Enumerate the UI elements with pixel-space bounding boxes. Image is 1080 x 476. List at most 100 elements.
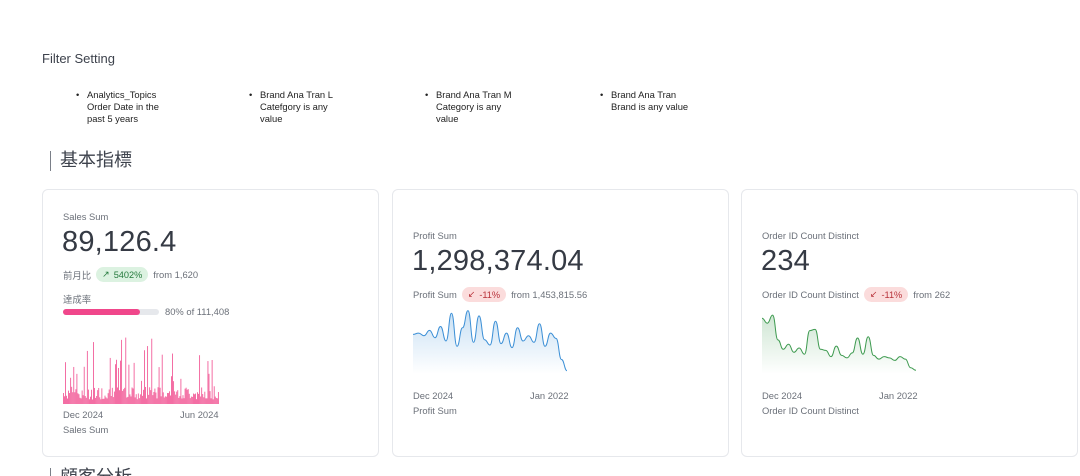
sales-bar bbox=[139, 394, 141, 404]
sales-bar bbox=[187, 389, 189, 404]
sales-bar bbox=[216, 398, 218, 404]
sales-bar bbox=[85, 397, 87, 404]
sales-bar bbox=[160, 396, 162, 404]
filter-text: Analytics_Topics Order Date in the past … bbox=[87, 89, 159, 124]
order-count-card[interactable]: Order ID Count Distinct 234 Order ID Cou… bbox=[741, 189, 1078, 457]
sales-bar bbox=[156, 398, 158, 404]
sales-bar bbox=[115, 364, 116, 404]
sales-bar bbox=[142, 395, 143, 404]
kpi-label: Profit Sum bbox=[413, 230, 457, 241]
sales-bar bbox=[176, 391, 178, 404]
sales-bar bbox=[117, 387, 118, 404]
sales-bar bbox=[194, 394, 195, 404]
sales-bar bbox=[110, 395, 112, 404]
sales-bar bbox=[145, 386, 146, 404]
change-value: -11% bbox=[881, 289, 903, 300]
sales-bar bbox=[90, 396, 91, 404]
sales-bar bbox=[207, 361, 209, 404]
change-badge: ↗ 5402% bbox=[96, 267, 149, 282]
sales-bar bbox=[159, 387, 161, 404]
sales-bar bbox=[164, 396, 166, 404]
sales-bar bbox=[77, 393, 79, 404]
sales-bar bbox=[193, 393, 194, 404]
sales-bar bbox=[118, 367, 119, 404]
sales-bar bbox=[94, 387, 95, 404]
kpi-value: 1,298,374.04 bbox=[412, 245, 584, 277]
filter-item: • Analytics_Topics Order Date in the pas… bbox=[76, 89, 186, 125]
sales-bar bbox=[72, 392, 74, 404]
sales-bar bbox=[105, 397, 107, 404]
arrow-up-right-icon: ↗ bbox=[102, 269, 110, 279]
sales-bar bbox=[112, 397, 114, 404]
sales-bar bbox=[204, 391, 206, 404]
sales-bar bbox=[93, 342, 94, 404]
comparison-from: from 262 bbox=[913, 289, 951, 300]
comparison-prefix: Profit Sum bbox=[413, 289, 457, 300]
section-title-customer-analysis: 顧客分析 bbox=[50, 468, 132, 476]
sales-bar bbox=[66, 395, 67, 404]
sales-bar bbox=[122, 390, 124, 404]
sales-bar bbox=[104, 395, 106, 404]
sales-bar bbox=[169, 391, 170, 404]
sales-bar bbox=[198, 393, 199, 404]
filter-text: Brand Ana Tran Brand is any value bbox=[611, 89, 689, 112]
sales-bar bbox=[76, 373, 78, 404]
sales-bar bbox=[98, 387, 100, 404]
sales-bar bbox=[81, 390, 83, 404]
sales-bar bbox=[82, 395, 84, 404]
sales-bar bbox=[107, 393, 109, 404]
sales-bar bbox=[63, 393, 64, 404]
comparison-from: from 1,620 bbox=[153, 269, 199, 280]
x-axis-title: Profit Sum bbox=[413, 405, 457, 416]
sales-bar bbox=[171, 376, 172, 404]
kpi-value: 234 bbox=[761, 245, 810, 277]
x-axis-end-label: Jan 2022 bbox=[530, 390, 569, 401]
x-axis-start-label: Dec 2024 bbox=[63, 409, 104, 420]
sales-bar-sparkline bbox=[63, 337, 219, 404]
sales-bar bbox=[206, 398, 208, 404]
sales-bar bbox=[213, 386, 215, 404]
x-axis-end-label: Jan 2022 bbox=[879, 390, 918, 401]
sales-bar bbox=[130, 396, 132, 404]
sales-bar bbox=[109, 357, 111, 404]
sales-bar bbox=[116, 359, 117, 404]
sales-bar bbox=[73, 366, 75, 404]
sales-bar bbox=[189, 398, 191, 404]
comparison-row: 前月比 ↗ 5402% from 1,620 bbox=[63, 267, 198, 282]
sales-bar bbox=[99, 397, 101, 404]
progress-bar bbox=[63, 309, 159, 315]
sales-bar bbox=[121, 339, 123, 404]
sales-bar bbox=[168, 393, 169, 404]
section-title-basic-metrics: 基本指標 bbox=[50, 151, 132, 171]
sales-bar bbox=[149, 387, 151, 404]
profit-area-sparkline bbox=[413, 310, 568, 374]
sales-bar bbox=[144, 350, 145, 404]
sales-bar bbox=[74, 392, 76, 404]
sales-bar bbox=[165, 396, 167, 404]
filter-item: • Brand Ana Tran M Category is any value bbox=[425, 89, 535, 125]
profit-sum-card[interactable]: Profit Sum 1,298,374.04 Profit Sum ↙ -11… bbox=[392, 189, 729, 457]
sales-bar bbox=[129, 394, 131, 404]
sales-bar bbox=[131, 387, 133, 404]
sales-bar bbox=[188, 393, 190, 404]
sales-bar bbox=[150, 390, 152, 404]
sales-bar bbox=[203, 397, 205, 404]
change-badge: ↙ -11% bbox=[863, 287, 909, 302]
sales-bar bbox=[123, 389, 125, 404]
sales-bar bbox=[181, 398, 183, 404]
sales-bar bbox=[101, 388, 103, 404]
filter-list: • Analytics_Topics Order Date in the pas… bbox=[76, 89, 776, 129]
sales-bar bbox=[96, 396, 98, 404]
filter-text: Brand Ana Tran L Catefgory is any value bbox=[260, 89, 333, 124]
filter-setting-title: Filter Setting bbox=[42, 51, 115, 66]
sales-bar bbox=[92, 399, 93, 404]
sales-bar bbox=[97, 390, 99, 404]
sales-sum-card[interactable]: Sales Sum 89,126.4 前月比 ↗ 5402% from 1,62… bbox=[42, 189, 379, 457]
change-value: 5402% bbox=[113, 269, 143, 280]
sales-bar bbox=[174, 391, 176, 404]
sales-bar bbox=[199, 355, 201, 404]
sales-bar bbox=[201, 387, 203, 404]
kpi-value: 89,126.4 bbox=[62, 226, 177, 258]
sales-bar bbox=[84, 396, 86, 404]
sales-bar bbox=[70, 377, 72, 404]
